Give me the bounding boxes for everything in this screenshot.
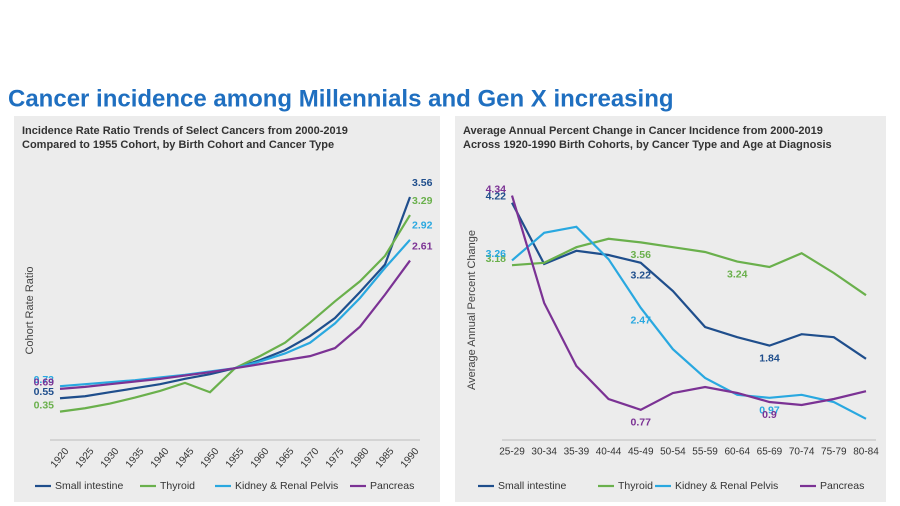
legend-label: Kidney & Renal Pelvis bbox=[235, 480, 338, 492]
chart-title: Across 1920-1990 Birth Cohorts, by Cance… bbox=[463, 139, 832, 151]
x-tick-label: 60-64 bbox=[724, 447, 750, 458]
data-label: 2.47 bbox=[631, 315, 652, 327]
series-line bbox=[511, 225, 867, 420]
x-tick-label: 65-69 bbox=[757, 447, 783, 458]
data-label: 0.77 bbox=[631, 417, 652, 429]
panel bbox=[14, 116, 440, 502]
data-label: 3.56 bbox=[631, 249, 652, 261]
chart-title: Compared to 1955 Cohort, by Birth Cohort… bbox=[22, 139, 334, 151]
data-label: 3.18 bbox=[486, 253, 507, 265]
legend-label: Pancreas bbox=[820, 480, 864, 492]
data-label: 0.69 bbox=[34, 377, 55, 389]
chart-title: Incidence Rate Ratio Trends of Select Ca… bbox=[22, 125, 348, 137]
x-tick-label: 35-39 bbox=[564, 447, 590, 458]
series-line bbox=[59, 259, 411, 390]
series-line bbox=[511, 202, 867, 360]
x-tick-label: 70-74 bbox=[789, 447, 815, 458]
data-label: 4.22 bbox=[486, 191, 507, 203]
data-label: 0.35 bbox=[34, 399, 55, 411]
data-label: 2.61 bbox=[412, 240, 433, 252]
data-label: 0.97 bbox=[759, 405, 780, 417]
slide-title: Cancer incidence among Millennials and G… bbox=[8, 85, 674, 112]
y-axis-label: Average Annual Percent Change bbox=[466, 230, 478, 390]
data-label: 0.73 bbox=[34, 374, 55, 386]
panel bbox=[455, 116, 886, 502]
x-tick-label: 75-79 bbox=[821, 447, 847, 458]
x-tick-label: 45-49 bbox=[628, 447, 654, 458]
chart-title: Average Annual Percent Change in Cancer … bbox=[463, 125, 823, 137]
data-label: 2.92 bbox=[412, 220, 433, 232]
legend-label: Thyroid bbox=[160, 480, 195, 492]
legend-label: Small intestine bbox=[55, 480, 123, 492]
legend-label: Pancreas bbox=[370, 480, 414, 492]
data-label: 0.9 bbox=[762, 409, 777, 421]
series-line bbox=[511, 237, 867, 297]
x-tick-label: 30-34 bbox=[531, 447, 557, 458]
x-tick-label: 40-44 bbox=[596, 447, 622, 458]
data-label: 0.55 bbox=[34, 386, 55, 398]
y-axis-label: Cohort Rate Ratio bbox=[24, 266, 36, 354]
x-tick-label: 55-59 bbox=[692, 447, 718, 458]
data-label: 4.34 bbox=[486, 183, 507, 195]
data-label: 3.29 bbox=[412, 195, 433, 207]
data-label: 1.84 bbox=[759, 352, 780, 364]
x-tick-label: 80-84 bbox=[853, 447, 879, 458]
x-tick-label: 25-29 bbox=[499, 447, 525, 458]
legend-label: Small intestine bbox=[498, 480, 566, 492]
legend-label: Kidney & Renal Pelvis bbox=[675, 480, 778, 492]
data-label: 3.26 bbox=[486, 248, 507, 260]
data-label: 3.56 bbox=[412, 177, 433, 189]
data-label: 3.22 bbox=[631, 270, 652, 282]
x-tick-label: 50-54 bbox=[660, 447, 686, 458]
legend-label: Thyroid bbox=[618, 480, 653, 492]
series-line bbox=[510, 195, 867, 411]
data-label: 3.24 bbox=[727, 268, 748, 280]
